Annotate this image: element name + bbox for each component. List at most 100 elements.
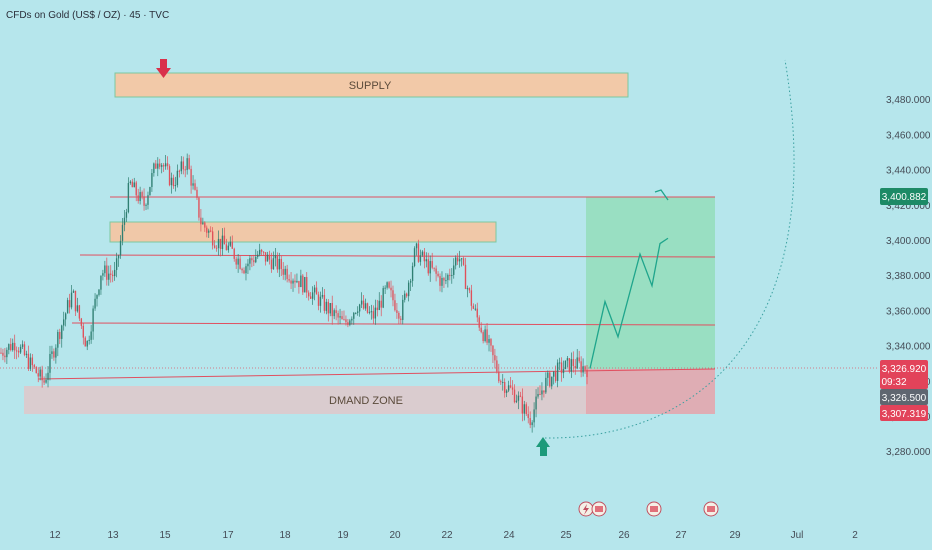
candle-body xyxy=(245,266,247,274)
candle-body xyxy=(139,192,141,202)
candle-body xyxy=(257,254,259,257)
candle-body xyxy=(347,322,349,325)
candle-body xyxy=(513,389,516,403)
candle-body xyxy=(96,294,98,299)
candle-body xyxy=(127,183,130,213)
candle-body xyxy=(72,290,75,293)
candle-body xyxy=(317,294,320,306)
x-tick-label: 12 xyxy=(49,530,61,541)
candle-body xyxy=(233,248,235,259)
candle-body xyxy=(15,350,18,352)
candle-body xyxy=(147,195,149,205)
y-tick-label: 3,280.000 xyxy=(886,447,931,458)
candle-body xyxy=(319,296,322,306)
candle-body xyxy=(392,290,394,301)
candle-body xyxy=(313,287,316,293)
candle-body xyxy=(80,318,83,326)
candle-body xyxy=(431,261,433,268)
candle-body xyxy=(339,316,341,318)
candle-body xyxy=(545,377,547,393)
candle-body xyxy=(92,308,94,332)
projection-arrowhead xyxy=(654,189,669,201)
candle-body xyxy=(311,292,314,299)
candle-body xyxy=(551,376,553,387)
candle-body xyxy=(466,288,469,290)
candle-body xyxy=(435,268,437,274)
candle-body xyxy=(566,358,569,361)
y-tick-label: 3,460.000 xyxy=(886,130,931,141)
candle-body xyxy=(490,339,492,346)
candle-body xyxy=(482,332,484,341)
candle-body xyxy=(584,366,586,371)
candle-body xyxy=(411,266,414,281)
candle-body xyxy=(455,257,457,266)
candle-body xyxy=(12,342,14,351)
candle-body xyxy=(125,212,128,218)
level-line-2[interactable] xyxy=(79,254,716,258)
candle-body xyxy=(535,396,537,410)
candle-body xyxy=(123,217,126,225)
time-axis[interactable]: 12 13 15 17 18 19 20 22 24 25 26 27 29 Jul 2 xyxy=(49,530,858,541)
candle-body xyxy=(115,258,118,270)
candle-body xyxy=(331,302,333,317)
candle-body xyxy=(106,265,108,280)
candle-body xyxy=(264,252,267,262)
candle-body xyxy=(309,296,312,299)
demand-zone[interactable] xyxy=(24,386,587,414)
candle-body xyxy=(478,317,480,328)
supply-zone-label: SUPPLY xyxy=(349,80,392,92)
candle-body xyxy=(19,346,22,353)
candle-body xyxy=(145,204,147,206)
candle-body xyxy=(515,400,518,403)
candle-body xyxy=(131,181,133,188)
level-line-4[interactable] xyxy=(37,368,716,380)
candle-body xyxy=(406,293,408,297)
candle-body xyxy=(266,254,269,262)
candle-body xyxy=(229,241,231,246)
candle-body xyxy=(427,259,429,274)
candle-body xyxy=(458,259,461,262)
candle-body xyxy=(192,183,194,186)
candle-body xyxy=(35,366,37,374)
candle-body xyxy=(276,255,279,270)
candle-body xyxy=(396,310,398,313)
stop-box[interactable] xyxy=(586,369,715,414)
candle-body xyxy=(55,347,57,358)
candle-body xyxy=(17,350,20,353)
candle-body xyxy=(462,258,465,265)
x-tick-label: 24 xyxy=(503,530,515,541)
candle-body xyxy=(100,275,102,290)
x-tick-label: 17 xyxy=(222,530,234,541)
candle-body xyxy=(21,344,24,347)
x-tick-label: 25 xyxy=(560,530,572,541)
supply-zone[interactable] xyxy=(114,72,629,98)
mid-zone[interactable] xyxy=(109,221,497,243)
candle-body xyxy=(447,274,449,281)
candle-body xyxy=(306,277,308,293)
candle-body xyxy=(241,268,243,271)
candle-body xyxy=(470,290,473,306)
candle-body xyxy=(576,357,578,369)
low-price-text: 3,307.319 xyxy=(882,409,927,420)
candle-body xyxy=(202,222,204,225)
candle-body xyxy=(376,307,378,311)
candle-body xyxy=(441,277,443,286)
candle-body xyxy=(402,299,404,320)
candle-body xyxy=(476,308,478,318)
level-line-3[interactable] xyxy=(71,322,716,326)
candle-body xyxy=(243,270,245,274)
candle-body xyxy=(586,370,588,378)
up-arrow-icon xyxy=(536,437,550,456)
candle-body xyxy=(108,273,110,280)
candle-body xyxy=(117,255,120,259)
candle-body xyxy=(196,189,198,198)
candle-body xyxy=(4,355,6,358)
candle-body xyxy=(39,369,41,377)
candle-body xyxy=(239,258,241,269)
candle-body xyxy=(225,244,228,251)
candle-body xyxy=(449,274,451,276)
candle-body xyxy=(74,290,77,312)
candle-body xyxy=(525,404,527,415)
candle-body xyxy=(541,390,543,395)
